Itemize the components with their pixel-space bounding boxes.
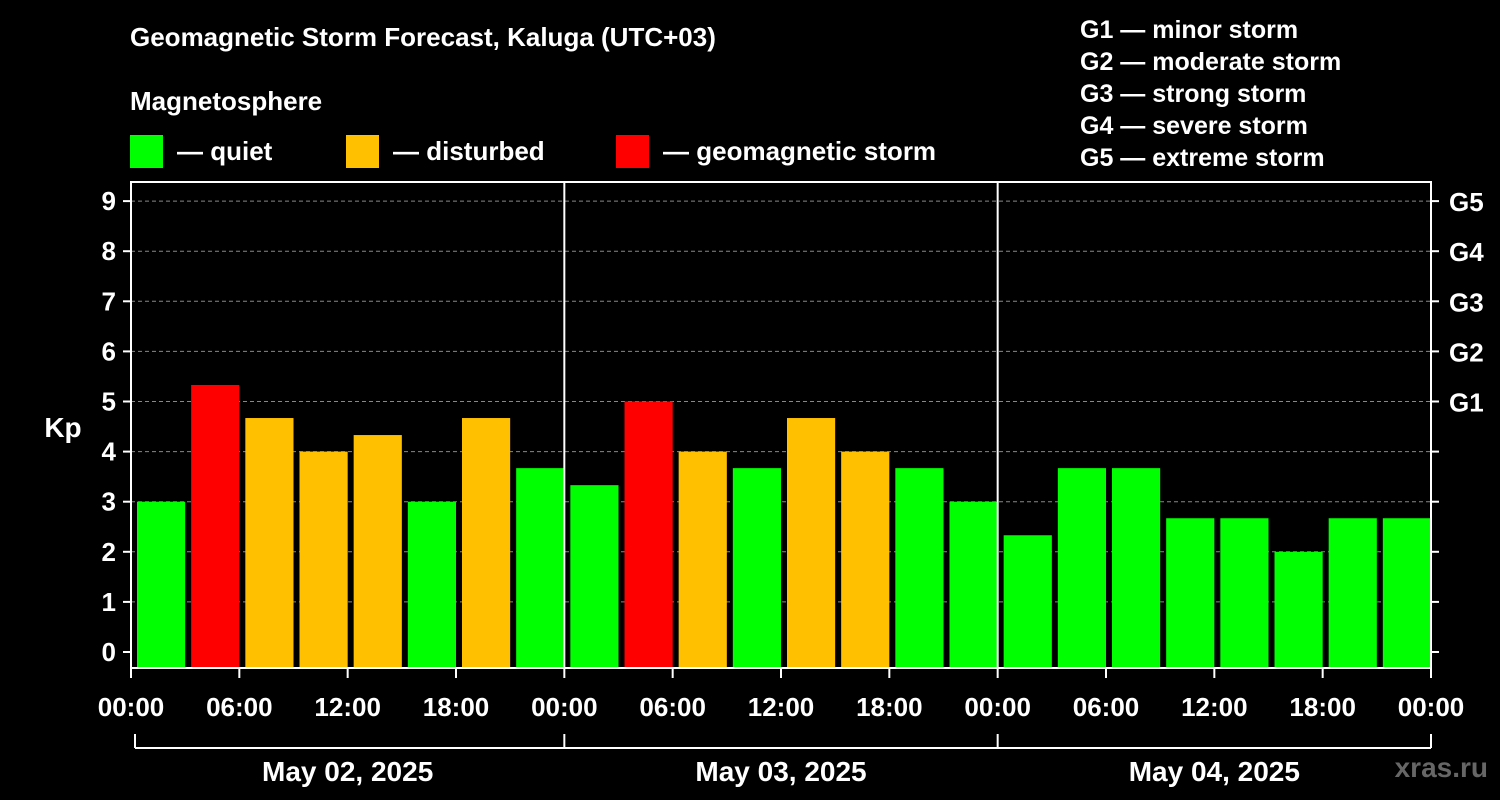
y-tick-label: 2 [102,537,116,567]
kp-bar [137,501,186,668]
kp-bar [1112,468,1161,668]
kp-bar [732,468,781,668]
y-tick-label: 6 [102,336,116,366]
kp-bar [407,501,456,668]
g-scale-item-g4: G4 — severe storm [1080,112,1308,140]
x-tick-label: 12:00 [748,692,815,722]
kp-bar [895,468,944,668]
kp-bar [245,418,294,668]
kp-bar [949,501,998,668]
g-scale-item-g1: G1 — minor storm [1080,16,1299,44]
g-scale-item-g2: G2 — moderate storm [1080,48,1342,76]
g-tick-label: G3 [1449,287,1484,317]
x-tick-label: 12:00 [1181,692,1248,722]
x-tick-label: 18:00 [856,692,923,722]
watermark: xras.ru [1394,752,1488,783]
kp-bar [1166,518,1215,668]
chart-title: Geomagnetic Storm Forecast, Kaluga (UTC+… [130,22,716,52]
kp-bar [1382,518,1431,668]
kp-bar [462,418,511,668]
x-tick-label: 06:00 [1073,692,1140,722]
legend-label-quiet: — quiet [177,135,273,166]
kp-bar [1274,551,1323,668]
y-tick-label: 1 [102,587,116,617]
y-tick-label: 5 [102,387,116,417]
legend-item-disturbed: — disturbed [346,134,545,168]
kp-bar [1328,518,1377,668]
legend-item-storm: — geomagnetic storm [616,134,936,168]
y-tick-label: 4 [102,437,117,467]
legend-item-quiet: — quiet [130,134,272,168]
g-tick-label: G2 [1449,337,1484,367]
y-tick-label: 9 [102,186,116,216]
legend-swatch-quiet [130,134,163,168]
g-scale-item-g3: G3 — strong storm [1080,80,1307,108]
kp-bar [624,401,673,668]
kp-bar [678,451,727,668]
g-tick-label: G4 [1449,237,1484,267]
kp-bar [191,384,240,668]
day-label: May 03, 2025 [695,756,866,787]
kp-bar [299,451,348,668]
g-tick-label: G5 [1449,187,1484,217]
g-tick-label: G1 [1449,388,1484,418]
kp-bar [787,418,836,668]
g-scale-legend: G1 — minor storm G2 — moderate storm G3 … [1080,14,1341,174]
kp-bar [841,451,890,668]
kp-bar [1057,468,1106,668]
x-tick-label: 18:00 [1289,692,1356,722]
legend-swatch-disturbed [346,134,379,168]
legend-swatch-storm [616,134,649,168]
x-tick-label: 06:00 [639,692,706,722]
legend-label-disturbed: — disturbed [393,135,545,166]
kp-bar [1003,535,1052,668]
g-scale-item-g5: G5 — extreme storm [1080,144,1325,172]
y-tick-label: 3 [102,487,116,517]
x-tick-label: 00:00 [1398,692,1465,722]
x-tick-label: 00:00 [964,692,1031,722]
y-tick-label: 0 [102,637,116,667]
y-tick-label: 8 [102,236,116,266]
kp-bar [1220,518,1269,668]
day-label: May 02, 2025 [262,756,433,787]
x-tick-label: 12:00 [314,692,381,722]
day-label: May 04, 2025 [1129,756,1300,787]
kp-bar [353,435,402,668]
x-tick-label: 06:00 [206,692,273,722]
x-tick-label: 00:00 [98,692,165,722]
legend-label-storm: — geomagnetic storm [663,135,937,166]
y-axis-label: Kp [44,412,81,443]
y-tick-label: 7 [102,286,116,316]
kp-bar [570,485,619,668]
x-tick-label: 18:00 [423,692,490,722]
x-tick-label: 00:00 [531,692,598,722]
legend-title: Magnetosphere [130,86,323,116]
kp-bar [516,468,565,668]
